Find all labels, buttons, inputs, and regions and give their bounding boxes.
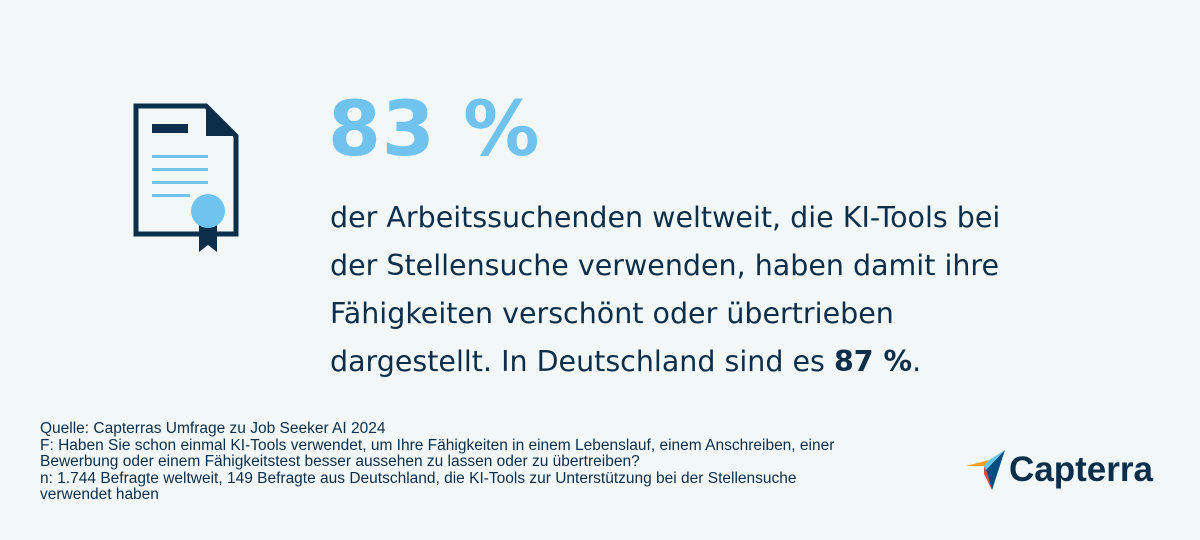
footnote-question-cont: Bewerbung oder einem Fähigkeitstest bess… — [40, 453, 640, 470]
capterra-logo: Capterra — [964, 448, 1164, 492]
capterra-wordmark: Capterra — [1009, 450, 1153, 489]
capterra-logo-icon — [966, 450, 1005, 490]
statement-line-last: dargestellt. In Deutschland sind es 87 %… — [330, 338, 1120, 386]
footnote-source: Quelle: Capterras Umfrage zu Job Seeker … — [40, 420, 386, 437]
statement-line: der Stellensuche verwenden, haben damit … — [330, 249, 1000, 282]
statement-text: der Arbeitssuchenden weltweit, die KI-To… — [330, 194, 1120, 386]
statement-line: der Arbeitssuchenden weltweit, die KI-To… — [330, 201, 1001, 234]
statement-last-suffix: . — [912, 345, 922, 378]
statement-last-prefix: dargestellt. In Deutschland sind es — [330, 345, 834, 378]
footnote-sample: n: 1.744 Befragte weltweit, 149 Befragte… — [40, 469, 797, 487]
germany-percentage: 87 % — [833, 345, 913, 378]
headline-percentage: 83 % — [328, 84, 541, 173]
statement-line: Fähigkeiten verschönt oder übertrieben — [330, 297, 894, 330]
footnote-sample-cont: verwendet haben — [40, 486, 159, 503]
footnotes: Quelle: Capterras Umfrage zu Job Seeker … — [40, 420, 920, 504]
certificate-document-icon — [128, 98, 244, 256]
footnote-question: F: Haben Sie schon einmal KI-Tools verwe… — [40, 436, 835, 454]
